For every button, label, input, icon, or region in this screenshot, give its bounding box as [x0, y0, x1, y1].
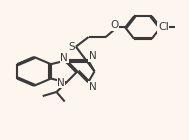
Text: Cl: Cl	[158, 22, 169, 32]
Text: N: N	[89, 82, 97, 92]
Text: S: S	[68, 42, 75, 52]
Text: N: N	[57, 78, 65, 88]
Text: O: O	[111, 20, 119, 30]
Text: N: N	[60, 53, 68, 63]
Text: N: N	[89, 51, 97, 61]
